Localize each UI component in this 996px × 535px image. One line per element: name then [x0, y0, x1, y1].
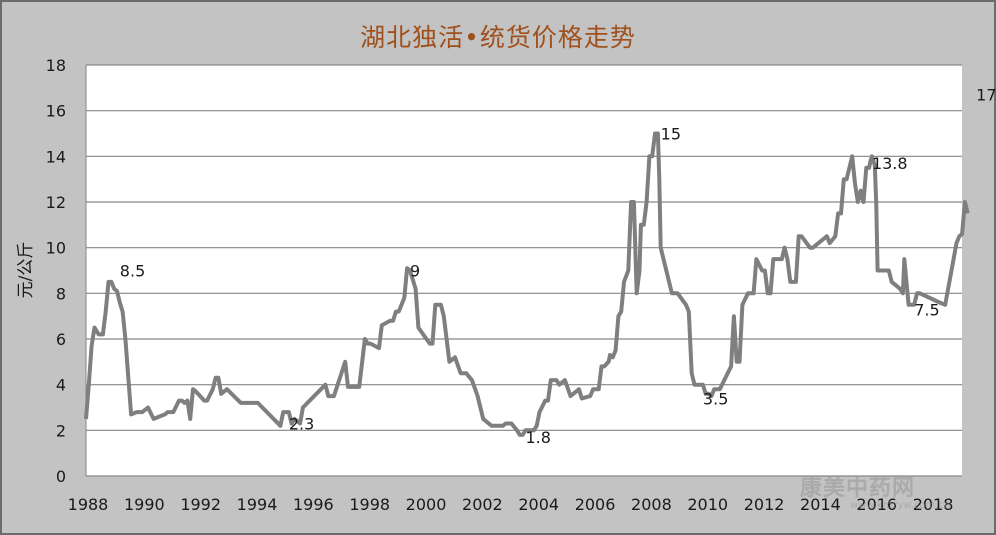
- y-tick-label: 8: [56, 284, 66, 303]
- y-tick-label: 10: [46, 239, 66, 258]
- y-axis-ticks: 0 2 4 6 8 10 12 14 16 18: [46, 56, 66, 486]
- gridlines: [85, 64, 962, 477]
- x-tick-label: 2004: [518, 495, 559, 514]
- x-tick-label: 2008: [631, 495, 672, 514]
- chart-title: 湖北独活•统货价格走势: [360, 23, 636, 52]
- x-tick-label: 2016: [856, 495, 897, 514]
- annotation-label: 3.5: [703, 389, 728, 408]
- annotation-label: 9: [410, 262, 420, 281]
- y-tick-label: 18: [46, 56, 66, 75]
- x-tick-label: 1990: [124, 495, 165, 514]
- y-tick-label: 16: [46, 102, 66, 121]
- y-tick-label: 4: [56, 376, 66, 395]
- data-annotations: 8.5 2.3 9 1.8 15 3.5 13.8 7.5 17: [120, 86, 996, 447]
- x-tick-label: 2006: [575, 495, 616, 514]
- watermark-url: www.kmzyw.com.cn: [850, 500, 951, 511]
- x-tick-label: 2012: [744, 495, 785, 514]
- annotation-label: 1.8: [525, 428, 550, 447]
- x-tick-label: 1998: [349, 495, 390, 514]
- y-tick-label: 14: [46, 147, 66, 166]
- annotation-label: 17: [976, 86, 996, 105]
- watermark-logo: 康美中药网: [800, 476, 916, 501]
- y-tick-label: 0: [56, 467, 66, 486]
- x-tick-label: 2010: [687, 495, 728, 514]
- x-tick-label: 1996: [293, 495, 334, 514]
- x-tick-label: 1988: [68, 495, 109, 514]
- annotation-label: 8.5: [120, 262, 145, 281]
- x-tick-label: 2000: [406, 495, 447, 514]
- x-tick-label: 2014: [800, 495, 841, 514]
- x-tick-label: 2018: [913, 495, 954, 514]
- x-tick-label: 2002: [462, 495, 503, 514]
- y-tick-label: 6: [56, 330, 66, 349]
- annotation-label: 2.3: [289, 414, 314, 433]
- y-tick-label: 2: [56, 421, 66, 440]
- y-tick-label: 12: [46, 193, 66, 212]
- x-tick-label: 1992: [180, 495, 221, 514]
- price-line: [84, 131, 970, 437]
- x-axis-ticks: 1988 1990 1992 1994 1996 1998 2000 2002 2004 2006…: [68, 495, 954, 514]
- annotation-label: 15: [661, 125, 681, 144]
- x-tick-label: 1994: [237, 495, 278, 514]
- annotation-label: 7.5: [914, 300, 939, 319]
- annotation-label: 13.8: [872, 154, 908, 173]
- y-axis-label: 元/公斤: [16, 242, 36, 299]
- plot-area: [86, 65, 962, 476]
